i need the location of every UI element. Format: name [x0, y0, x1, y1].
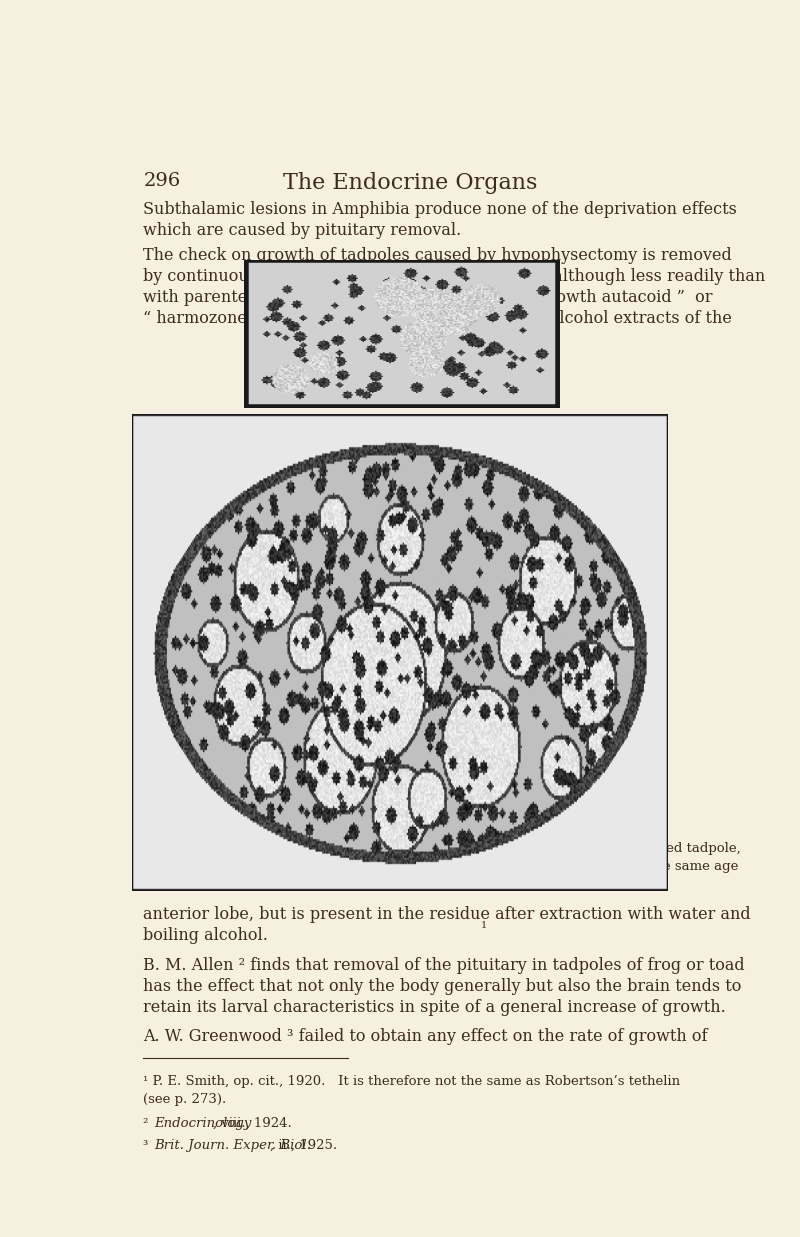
- Text: retain its larval characteristics in spite of a general increase of growth.: retain its larval characteristics in spi…: [143, 999, 726, 1016]
- Text: ³: ³: [143, 1139, 153, 1152]
- Text: with parenteral injections of the extract.   The “ growth autacoid ”  or: with parenteral injections of the extrac…: [143, 289, 713, 307]
- Text: Endocrinology: Endocrinology: [154, 1117, 252, 1131]
- Text: B. M. Allen ² finds that removal of the pituitary in tadpoles of frog or toad: B. M. Allen ² finds that removal of the …: [143, 957, 745, 974]
- Text: Brit. Journ. Exper. Biol.: Brit. Journ. Exper. Biol.: [154, 1139, 311, 1152]
- Text: boiling alcohol.: boiling alcohol.: [143, 927, 268, 944]
- Text: (lower figure).   (P. E. Smith.): (lower figure). (P. E. Smith.): [181, 878, 377, 891]
- Text: A. W. Greenwood ³ failed to obtain any effect on the rate of growth of: A. W. Greenwood ³ failed to obtain any e…: [143, 1028, 708, 1044]
- Text: “ harmozone ” is not contained in either water or alcohol extracts of the: “ harmozone ” is not contained in either…: [143, 310, 732, 328]
- Text: Fig. 151.: Fig. 151.: [143, 842, 209, 855]
- Text: which are caused by pituitary removal.: which are caused by pituitary removal.: [143, 221, 462, 239]
- Text: by continuous diet of anterior lobe of ox-pituitary, although less readily than: by continuous diet of anterior lobe of o…: [143, 268, 766, 286]
- Text: The Endocrine Organs: The Endocrine Organs: [283, 172, 537, 194]
- Text: anterior lobe, but is present in the residue after extraction with water and: anterior lobe, but is present in the res…: [143, 905, 751, 923]
- Text: 296: 296: [143, 172, 181, 190]
- Text: —Sections across the largest part of the thyroid of a hypophysectomised tadpole,: —Sections across the largest part of the…: [196, 842, 741, 855]
- Text: The check on growth of tadpoles caused by hypophysectomy is removed: The check on growth of tadpoles caused b…: [143, 247, 732, 265]
- Text: 1: 1: [482, 920, 487, 930]
- Text: ¹ P. E. Smith, op. cit., 1920.   It is therefore not the same as Robertson’s tet: ¹ P. E. Smith, op. cit., 1920. It is the…: [143, 1075, 681, 1089]
- Text: 64 days after the operation (upper figure), and of a normal control of the same : 64 days after the operation (upper figur…: [181, 860, 738, 873]
- Text: (see p. 273).: (see p. 273).: [143, 1094, 226, 1106]
- Text: ²: ²: [143, 1117, 153, 1131]
- Text: , viii., 1924.: , viii., 1924.: [213, 1117, 291, 1131]
- Text: , ii., 1925.: , ii., 1925.: [270, 1139, 338, 1152]
- Text: has the effect that not only the body generally but also the brain tends to: has the effect that not only the body ge…: [143, 978, 742, 995]
- Text: Subthalamic lesions in Amphibia produce none of the deprivation effects: Subthalamic lesions in Amphibia produce …: [143, 200, 738, 218]
